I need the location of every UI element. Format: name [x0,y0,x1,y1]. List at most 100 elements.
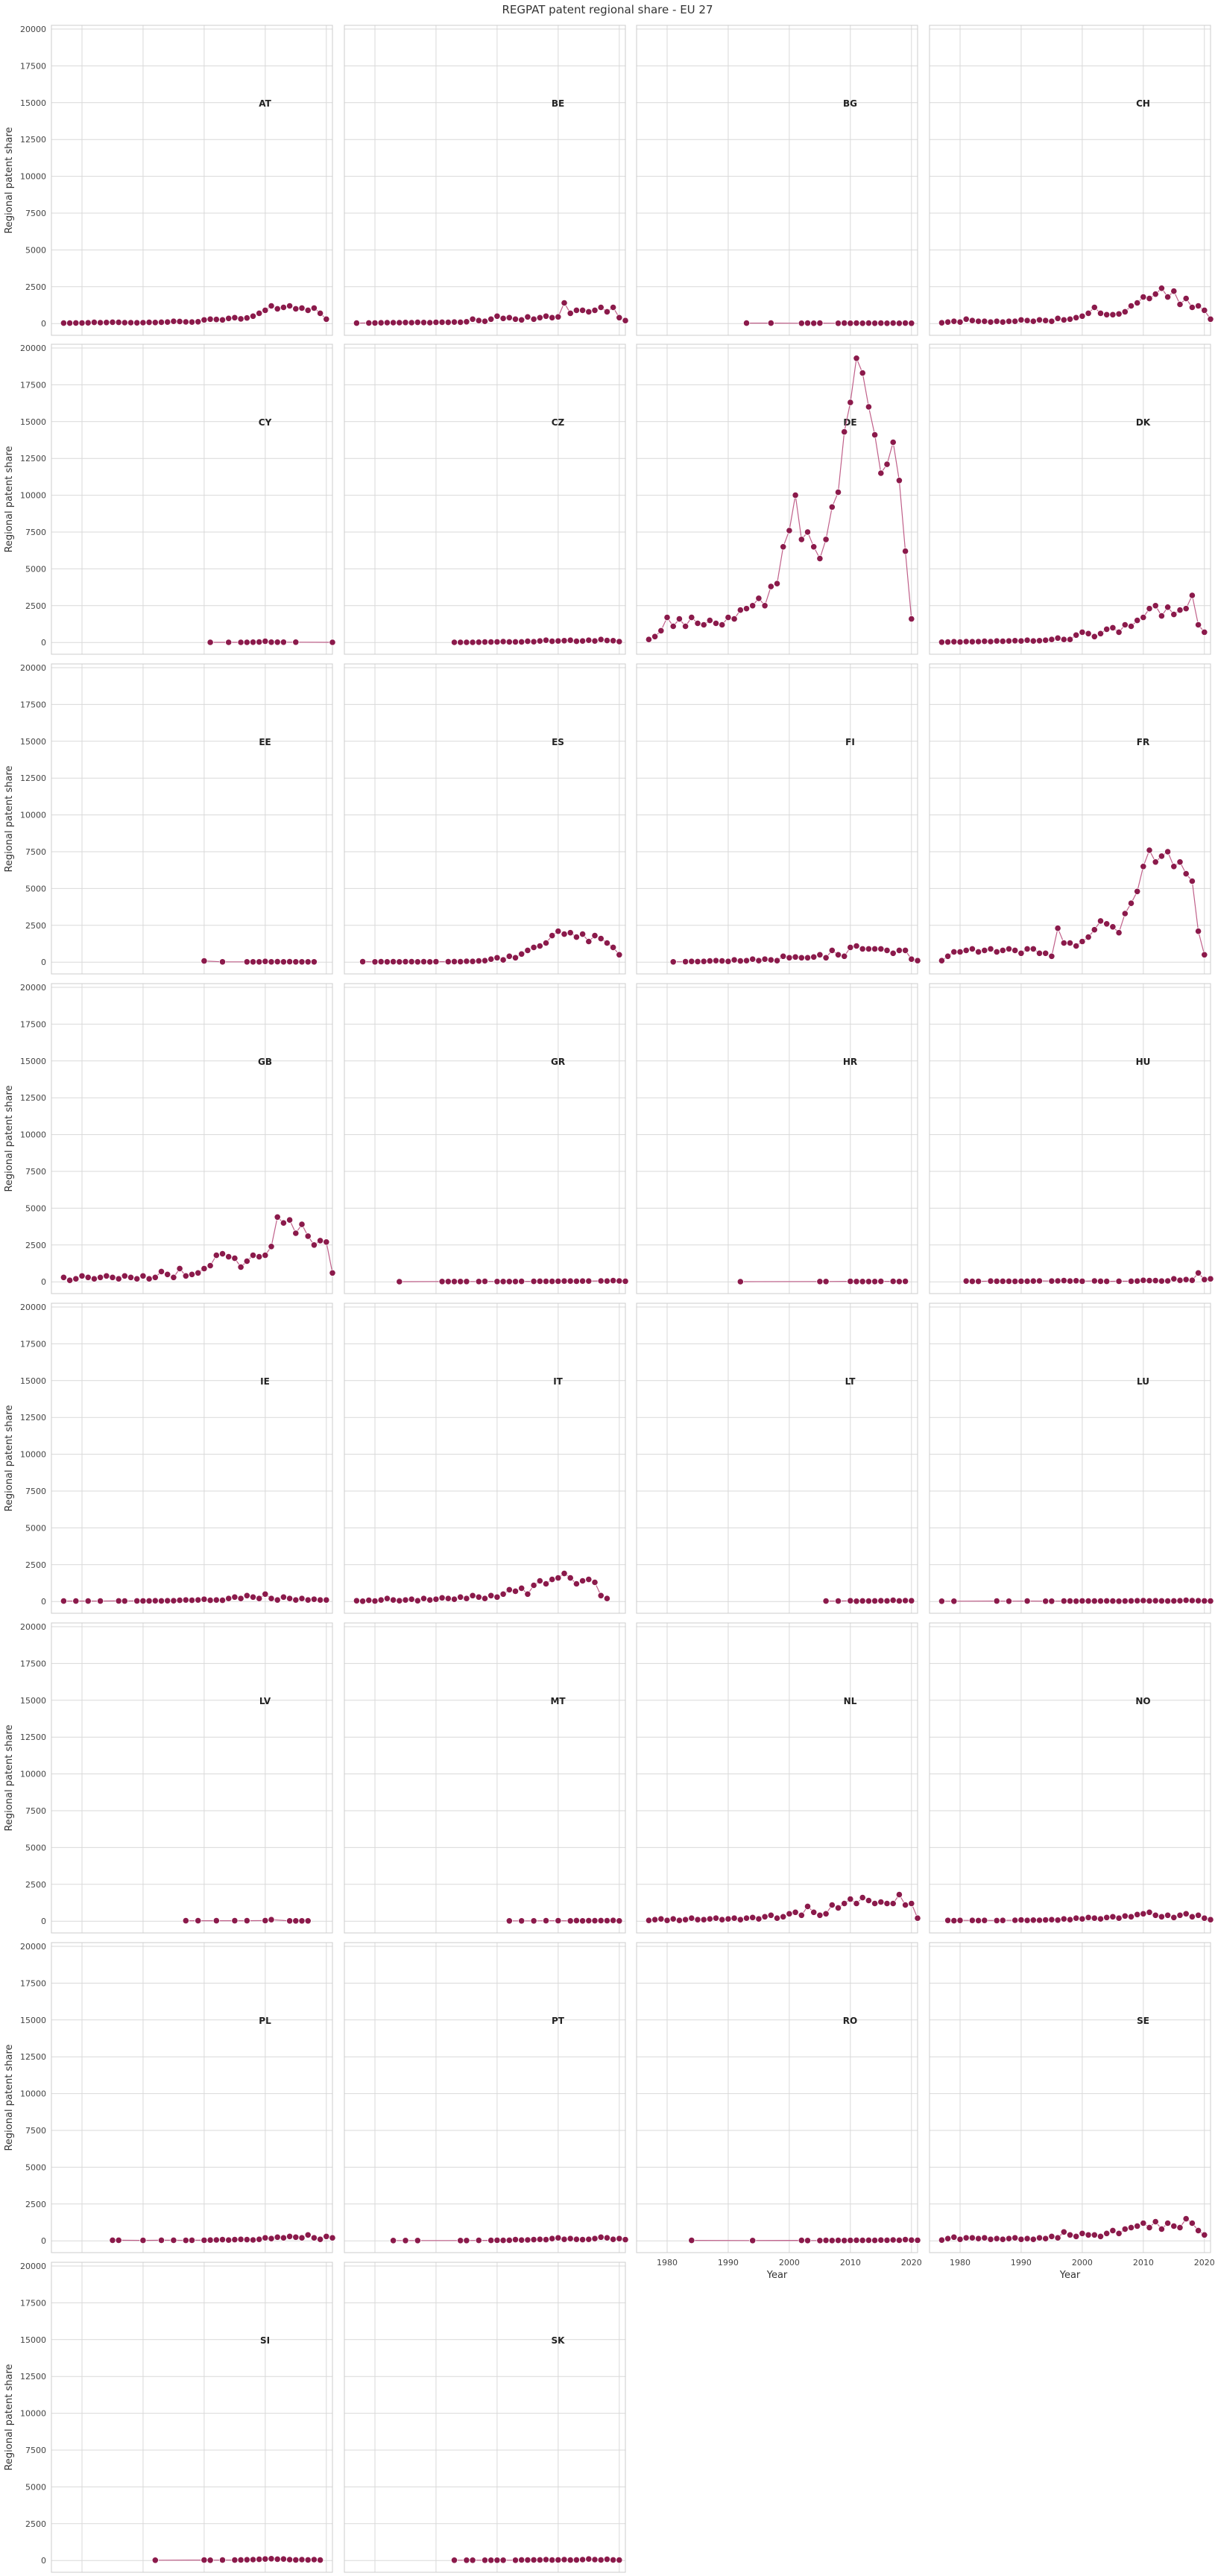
data-point [902,320,908,326]
data-point [494,1594,500,1600]
data-point [963,639,969,645]
panel-label: SI [260,2335,270,2346]
y-tick-label: 5000 [25,1843,46,1852]
data-point [1110,1598,1116,1604]
data-point [439,319,445,325]
data-point [1189,2220,1195,2226]
y-tick-label: 0 [41,319,46,329]
data-point [884,461,890,467]
data-point [359,1598,365,1604]
data-point [1079,2230,1085,2236]
data-point [311,305,317,311]
data-point [598,636,604,642]
x-tick-label: 2020 [1194,2258,1215,2268]
data-point [786,528,792,534]
data-point [280,1220,286,1226]
data-point [555,638,561,644]
data-point [944,639,950,645]
data-point [1055,1278,1061,1284]
data-point [378,320,384,326]
data-point [725,614,731,620]
data-point [127,1274,133,1280]
data-point [798,537,804,542]
data-point [579,2236,585,2242]
data-point [915,1915,921,1921]
data-point [274,639,280,645]
data-point [1183,1276,1189,1282]
y-tick-label: 10000 [20,2089,46,2099]
data-point [689,2237,695,2243]
panel-label: RO [843,2016,857,2026]
data-point [85,1598,91,1604]
data-point [293,2557,299,2563]
data-point [890,2237,896,2243]
data-point [201,2237,207,2243]
data-point [268,1595,274,1601]
data-point [226,639,232,645]
data-point [500,1279,506,1285]
data-point [890,439,896,445]
data-point [110,1274,116,1280]
data-point [1128,623,1134,629]
data-point [1036,317,1042,323]
data-point [152,2557,158,2563]
y-axis-label: Regional patent share [4,2364,15,2470]
data-point [859,2237,865,2243]
data-point [1073,314,1079,320]
data-point [262,1591,268,1597]
data-point [378,1597,384,1603]
data-point [420,320,426,326]
data-point [451,958,457,964]
y-tick-label: 2500 [25,1560,46,1570]
data-point [853,1900,859,1906]
data-point [701,1917,707,1922]
data-point [165,1598,171,1604]
data-point [543,2557,549,2563]
data-point [646,636,651,642]
data-point [944,1917,950,1923]
panel-label: PL [259,2016,271,2026]
data-point [963,316,969,322]
data-point [305,307,311,313]
data-point [476,958,482,963]
data-point [567,1918,573,1924]
data-point [397,1279,403,1285]
data-point [324,1239,329,1245]
data-point [299,2557,305,2563]
x-tick-label: 1990 [718,2258,739,2268]
data-point [944,2235,950,2241]
data-point [689,1915,695,1921]
data-point [890,950,896,956]
data-point [506,639,512,645]
data-point [994,949,1000,955]
data-point [994,2235,1000,2241]
data-point [390,2238,396,2244]
data-point [305,2232,311,2238]
data-point [299,1595,305,1601]
panel-label: AT [259,98,271,109]
data-point [1110,924,1116,930]
data-point [573,1917,579,1923]
panel-label: MT [550,1696,566,1706]
data-point [1134,888,1140,894]
data-point [116,1598,122,1604]
data-point [207,316,213,322]
panel-hu: HU [930,984,1214,1294]
data-point [842,428,848,434]
data-point [403,1597,408,1603]
data-point [1202,952,1208,958]
data-point [1140,864,1146,870]
panel-label: GB [258,1057,272,1067]
y-tick-label: 12500 [20,773,46,783]
y-tick-label: 7500 [25,528,46,537]
data-point [1152,603,1158,609]
data-point [592,1917,598,1923]
data-point [567,2557,573,2563]
data-point [244,1258,250,1264]
data-point [555,2557,561,2563]
data-point [244,1917,250,1923]
data-point [390,1597,396,1603]
data-point [610,638,616,644]
panels-group: 02500500075001000012500150001750020000Re… [4,25,1215,2576]
data-point [512,2557,518,2563]
